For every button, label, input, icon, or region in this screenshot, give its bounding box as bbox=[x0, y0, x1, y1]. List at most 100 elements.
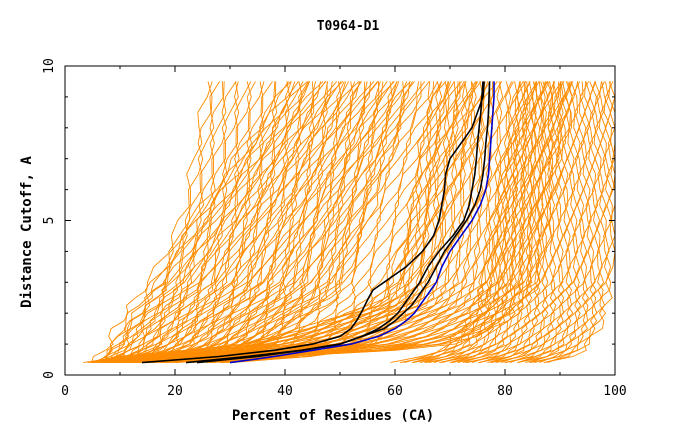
highlighted-model-curves bbox=[141, 81, 495, 364]
background-model-curve bbox=[118, 81, 327, 364]
background-model-curve bbox=[210, 81, 461, 364]
background-model-curve bbox=[442, 81, 547, 364]
background-model-curve bbox=[159, 81, 394, 364]
background-model-curve bbox=[155, 81, 379, 364]
background-model-curve bbox=[156, 81, 354, 364]
background-model-curve bbox=[529, 81, 604, 364]
background-model-curve bbox=[451, 81, 554, 364]
background-model-curve bbox=[490, 81, 578, 364]
background-model-curve bbox=[102, 81, 237, 364]
background-model-curve bbox=[185, 81, 430, 364]
background-model-curve bbox=[91, 81, 292, 363]
background-model-curve bbox=[137, 81, 303, 364]
background-model-curve bbox=[136, 81, 326, 364]
background-model-curve bbox=[424, 81, 535, 364]
background-model-curve bbox=[411, 81, 531, 364]
background-model-curve bbox=[98, 81, 220, 363]
background-model-curve bbox=[104, 81, 213, 363]
background-model-curve bbox=[428, 81, 548, 364]
background-model-curve bbox=[150, 81, 388, 364]
background-model-curve bbox=[135, 81, 546, 364]
y-tick-label: 10 bbox=[42, 58, 57, 74]
background-model-curve bbox=[517, 81, 599, 364]
background-model-curve bbox=[149, 81, 342, 364]
background-model-curve bbox=[504, 81, 592, 364]
background-model-curve bbox=[209, 81, 476, 364]
background-model-curve bbox=[479, 81, 572, 364]
background-model-curve bbox=[97, 81, 478, 364]
background-model-curve bbox=[152, 81, 362, 364]
chart-title: T0964-D1 bbox=[317, 19, 380, 34]
y-tick-label: 0 bbox=[42, 371, 57, 379]
x-axis-ticks: 0 20 40 60 80 100 bbox=[61, 66, 627, 399]
background-model-curve bbox=[149, 81, 345, 364]
background-model-curve bbox=[176, 81, 405, 364]
background-model-curve bbox=[419, 81, 540, 364]
background-model-curve bbox=[117, 81, 273, 364]
x-tick-label: 40 bbox=[277, 384, 293, 399]
background-model-curve bbox=[91, 81, 443, 364]
background-model-curve bbox=[449, 81, 556, 364]
background-model-curve bbox=[133, 81, 309, 364]
y-tick-label: 5 bbox=[42, 217, 57, 225]
x-tick-label: 60 bbox=[387, 384, 403, 399]
background-model-curve bbox=[543, 81, 616, 364]
background-model-curve bbox=[128, 81, 529, 364]
background-model-curve bbox=[390, 81, 524, 364]
background-model-curve bbox=[186, 81, 422, 364]
background-model-curve bbox=[197, 81, 450, 364]
background-model-curve bbox=[111, 81, 484, 364]
highlighted-model-curve bbox=[196, 81, 484, 364]
background-model-curve bbox=[117, 81, 252, 364]
background-model-curve bbox=[433, 81, 542, 364]
background-model-curve bbox=[146, 81, 356, 364]
background-model-curve bbox=[220, 81, 489, 364]
background-model-curve bbox=[92, 81, 455, 364]
background-model-curve bbox=[509, 81, 592, 364]
background-model-curve bbox=[126, 81, 304, 364]
background-model-curve bbox=[143, 81, 315, 364]
background-model-curve bbox=[213, 81, 465, 364]
background-model-curve bbox=[83, 81, 442, 364]
background-model-curve bbox=[101, 81, 486, 364]
background-model-curve bbox=[166, 81, 411, 364]
highlighted-model-curve bbox=[141, 81, 485, 364]
background-model-curve bbox=[129, 81, 538, 364]
background-model-curve bbox=[117, 81, 514, 364]
background-model-curve bbox=[490, 81, 584, 364]
background-model-curves bbox=[83, 81, 616, 364]
background-model-curve bbox=[125, 81, 520, 364]
background-model-curve bbox=[153, 81, 368, 364]
background-model-curve bbox=[168, 81, 398, 364]
y-axis-ticks: 0 5 10 bbox=[42, 58, 615, 379]
background-model-curve bbox=[101, 81, 225, 364]
background-model-curve bbox=[121, 81, 277, 364]
background-model-curve bbox=[501, 81, 586, 364]
x-tick-label: 20 bbox=[167, 384, 183, 399]
background-model-curve bbox=[109, 81, 227, 363]
background-model-curve bbox=[140, 81, 342, 364]
background-model-curve bbox=[197, 81, 435, 364]
highlighted-model-curve bbox=[229, 81, 495, 364]
background-model-curve bbox=[125, 81, 344, 364]
background-model-curve bbox=[231, 81, 485, 364]
background-model-curve bbox=[439, 81, 549, 364]
background-model-curve bbox=[121, 81, 289, 364]
y-axis-label: Distance Cutoff, A bbox=[19, 156, 35, 308]
background-model-curve bbox=[104, 81, 310, 364]
background-model-curve bbox=[185, 81, 438, 364]
background-model-curve bbox=[93, 81, 213, 364]
background-model-curve bbox=[98, 81, 308, 363]
background-model-curve bbox=[200, 81, 463, 364]
background-model-curve bbox=[170, 81, 415, 364]
x-tick-label: 0 bbox=[61, 384, 69, 399]
background-model-curve bbox=[471, 81, 567, 364]
background-model-curve bbox=[120, 81, 512, 364]
background-model-curve bbox=[457, 81, 565, 364]
background-model-curve bbox=[139, 81, 555, 364]
background-model-curve bbox=[165, 81, 408, 364]
x-axis-label: Percent of Residues (CA) bbox=[232, 408, 434, 424]
background-model-curve bbox=[165, 81, 381, 364]
background-model-curve bbox=[106, 81, 252, 364]
